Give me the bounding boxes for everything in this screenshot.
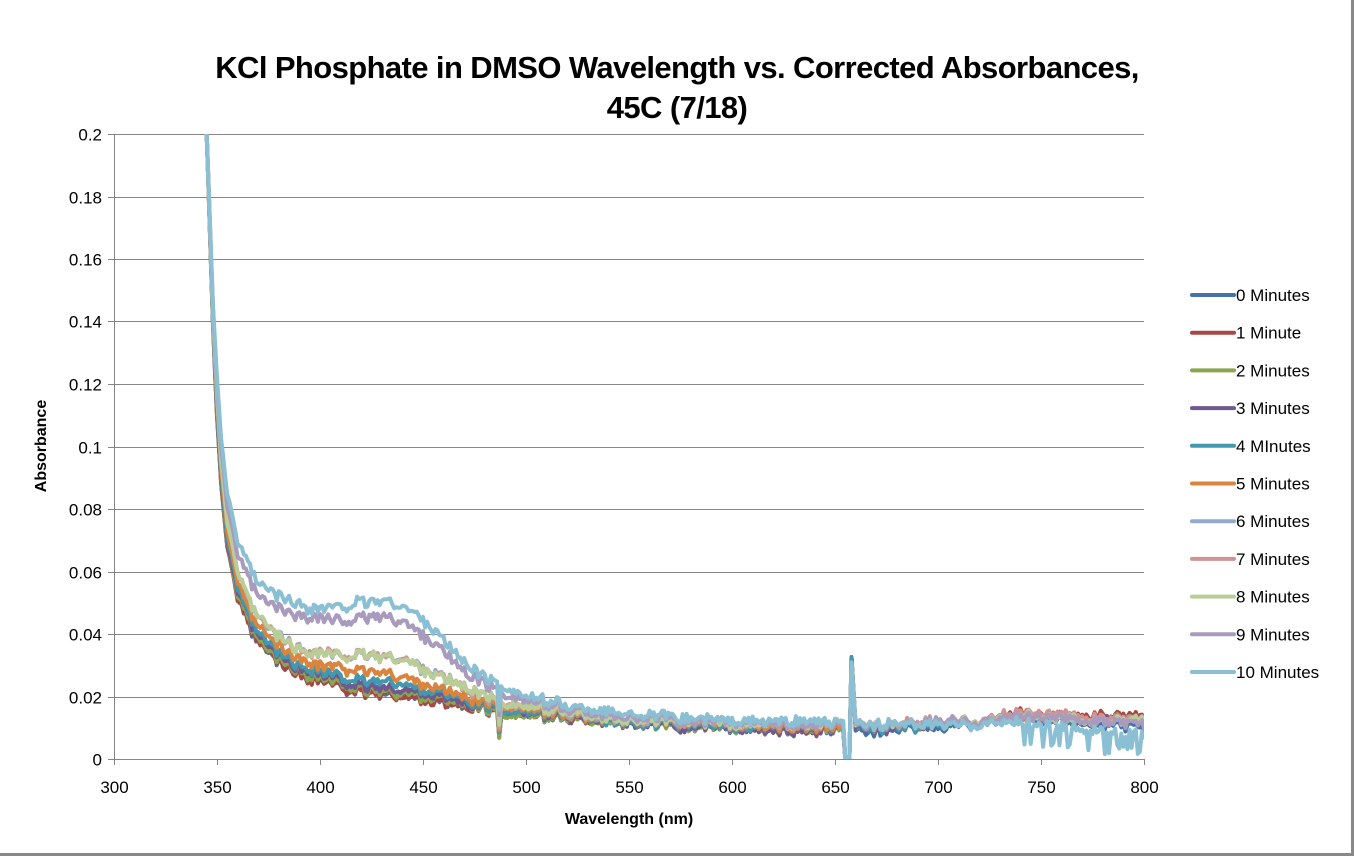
legend-label: 7 Minutes	[1236, 550, 1310, 569]
y-tick-label: 0.06	[69, 564, 102, 583]
legend-label: 2 Minutes	[1236, 361, 1310, 380]
y-tick-label: 0.18	[69, 189, 102, 208]
y-tick-label: 0.02	[69, 689, 102, 708]
series-line-1	[204, 134, 1144, 759]
x-axis-title: Wavelength (nm)	[565, 811, 693, 828]
legend: 0 Minutes 1 Minute 2 Minutes 3 Minutes 4 MIn…	[1190, 286, 1319, 682]
legend-item: 4 MInutes	[1190, 437, 1311, 456]
y-tick-label: 0.2	[78, 126, 102, 145]
y-tick-label: 0.08	[69, 501, 102, 520]
legend-label: 10 Minutes	[1236, 663, 1319, 682]
chart-title-line-1: KCl Phosphate in DMSO Wavelength vs. Cor…	[215, 50, 1139, 85]
y-tick-labels: 0 0.02 0.04 0.06 0.08 0.1 0.12 0.14 0.16 0.18 0.2	[69, 126, 102, 770]
series-line-2	[204, 134, 1144, 759]
legend-item: 10 Minutes	[1190, 663, 1319, 682]
legend-label: 0 Minutes	[1236, 286, 1310, 305]
x-tick-label: 300	[100, 778, 128, 797]
y-tick-label: 0.1	[78, 439, 102, 458]
x-tick-label: 450	[409, 778, 437, 797]
x-tick-labels: 300 350 400 450 500 550 600 650 700 750 800	[100, 778, 1158, 797]
x-tick-label: 550	[615, 778, 643, 797]
legend-label: 4 MInutes	[1236, 437, 1311, 456]
legend-item: 5 Minutes	[1190, 475, 1310, 494]
legend-item: 8 Minutes	[1190, 588, 1310, 607]
series-line-0	[204, 134, 1144, 759]
legend-label: 1 Minute	[1236, 324, 1301, 343]
y-tick-label: 0.04	[69, 626, 102, 645]
y-tick-label: 0.12	[69, 376, 102, 395]
legend-item: 2 Minutes	[1190, 361, 1310, 380]
series-line-4	[204, 134, 1144, 759]
legend-item: 3 Minutes	[1190, 399, 1310, 418]
series-lines	[204, 134, 1144, 759]
x-tick-label: 700	[924, 778, 952, 797]
series-line-9	[204, 134, 1144, 759]
legend-label: 3 Minutes	[1236, 399, 1310, 418]
series-line-7	[204, 134, 1144, 759]
legend-label: 6 Minutes	[1236, 512, 1310, 531]
chart-title: KCl Phosphate in DMSO Wavelength vs. Cor…	[0, 48, 1354, 128]
series-line-8	[204, 134, 1144, 759]
y-tick-label: 0.14	[69, 313, 102, 332]
legend-label: 8 Minutes	[1236, 588, 1310, 607]
x-tick-label: 650	[821, 778, 849, 797]
series-line-3	[204, 134, 1144, 759]
legend-label: 5 Minutes	[1236, 475, 1310, 494]
chart-title-line-2: 45C (7/18)	[606, 90, 748, 125]
legend-item: 1 Minute	[1190, 324, 1301, 343]
x-tick-label: 400	[306, 778, 334, 797]
legend-label: 9 Minutes	[1236, 625, 1310, 644]
x-tick-label: 350	[203, 778, 231, 797]
legend-item: 6 Minutes	[1190, 512, 1310, 531]
x-tick-label: 500	[512, 778, 540, 797]
legend-item: 7 Minutes	[1190, 550, 1310, 569]
y-tick-label: 0	[93, 751, 102, 770]
y-axis-title: Absorbance	[33, 400, 50, 493]
x-tick-label: 750	[1027, 778, 1055, 797]
x-tick-label: 600	[718, 778, 746, 797]
series-line-5	[204, 134, 1144, 759]
y-tick-label: 0.16	[69, 251, 102, 270]
legend-item: 0 Minutes	[1190, 286, 1310, 305]
gridlines	[114, 134, 1144, 698]
legend-item: 9 Minutes	[1190, 625, 1310, 644]
axes	[108, 134, 1145, 765]
series-line-10	[204, 134, 1144, 759]
x-tick-label: 800	[1130, 778, 1158, 797]
